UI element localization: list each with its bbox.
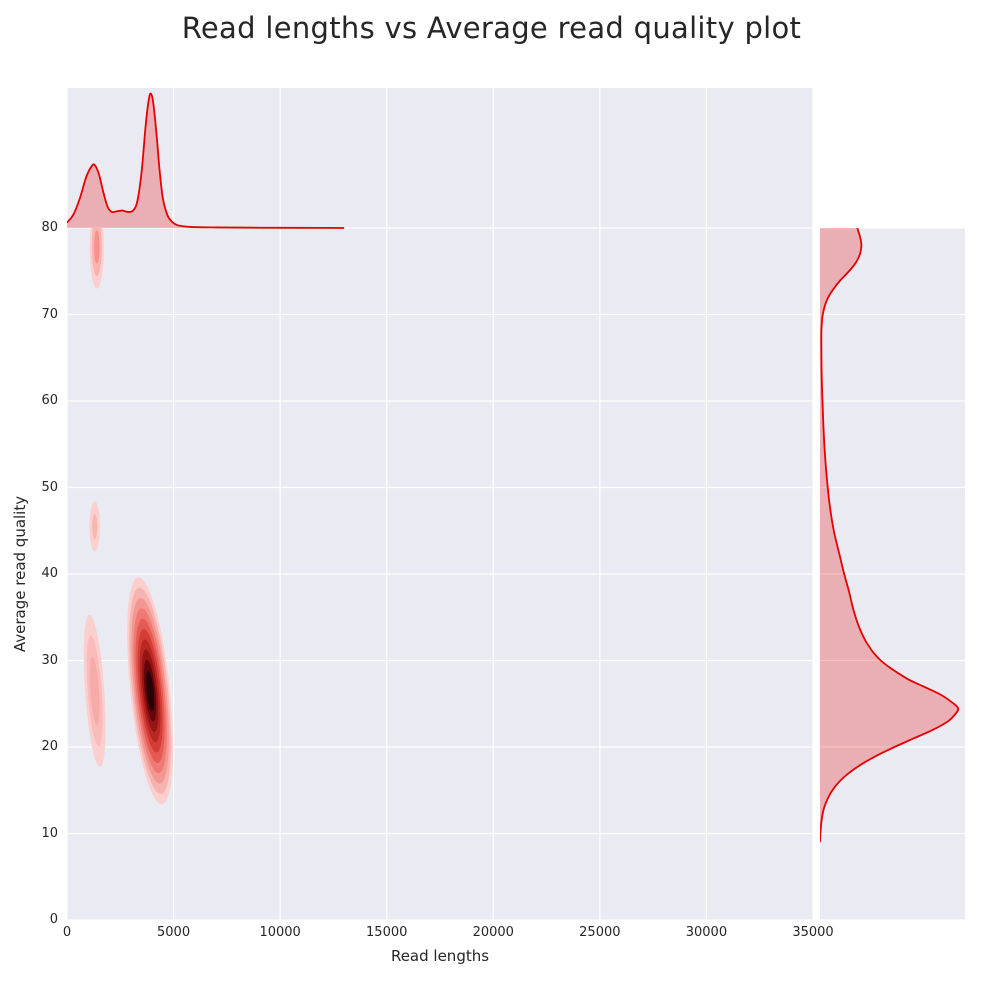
chart-title: Read lengths vs Average read quality plo…: [181, 11, 802, 45]
kde-joint-canvas: [67, 88, 813, 920]
x-axis-label: Read lengths: [390, 947, 490, 965]
x-tick-label: 15000: [366, 925, 408, 940]
x-tick-label: 25000: [579, 925, 621, 940]
y-tick-label: 50: [41, 479, 58, 495]
y-tick-label: 10: [41, 825, 58, 841]
y-tick-label: 80: [41, 220, 58, 235]
right-marginal-canvas: [820, 228, 965, 920]
x-tick-label: 35000: [792, 925, 834, 940]
y-tick-label: 40: [41, 566, 58, 581]
y-tick-label: 30: [41, 652, 58, 668]
joint-plot-and-top-marginal: [67, 88, 813, 920]
x-tick-label: 30000: [685, 925, 728, 940]
x-tick-label: 5000: [157, 925, 191, 940]
x-tick-label: 10000: [259, 925, 301, 940]
right-marginal: [820, 228, 965, 920]
x-tick-label: 20000: [472, 925, 514, 940]
x-tick-label: 0: [62, 925, 72, 940]
y-tick-label: 0: [49, 912, 58, 927]
y-tick-label: 60: [41, 393, 58, 408]
y-tick-label: 20: [41, 739, 58, 754]
y-tick-label: 70: [41, 306, 58, 322]
